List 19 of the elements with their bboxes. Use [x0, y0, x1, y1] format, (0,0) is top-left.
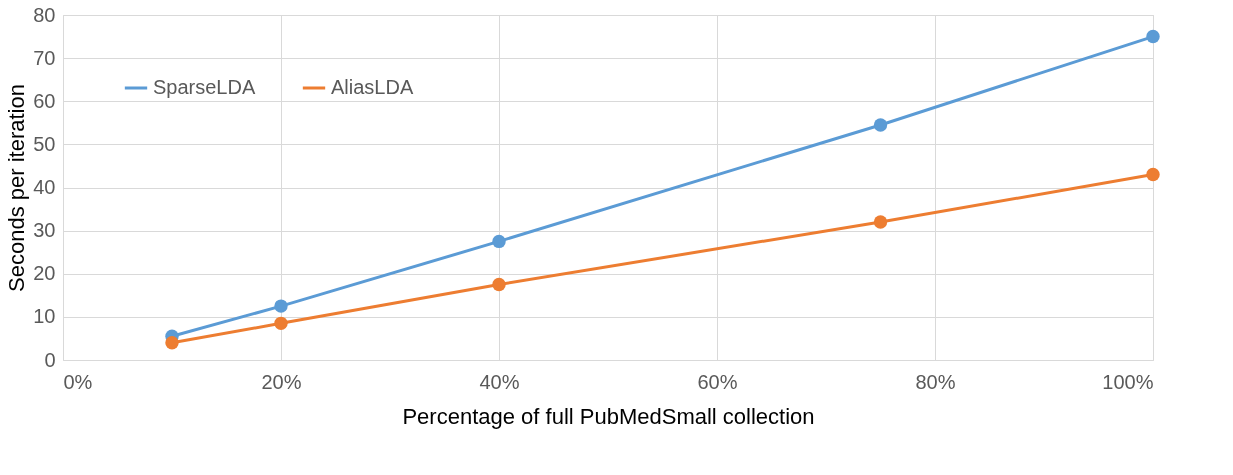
- y-tick-label: 10: [33, 305, 56, 328]
- x-tick-label: 60%: [697, 370, 738, 393]
- x-tick-label: 20%: [261, 370, 302, 393]
- y-tick-label: 40: [33, 176, 56, 198]
- y-tick-label: 0: [44, 348, 56, 371]
- legend-label: SparseLDA: [153, 76, 256, 98]
- x-tick-label: 0%: [63, 370, 93, 393]
- y-tick-label: 70: [33, 46, 56, 69]
- x-tick-label: 80%: [915, 370, 956, 393]
- x-tick-label: 100%: [1102, 370, 1154, 393]
- y-tick-label: 60: [33, 89, 56, 112]
- legend-label: AliasLDA: [331, 76, 414, 98]
- y-tick-label: 80: [33, 3, 56, 26]
- y-tick-label: 30: [33, 219, 56, 242]
- y-tick-label: 50: [33, 132, 56, 155]
- y-tick-label: 20: [33, 262, 56, 285]
- x-tick-label: 40%: [479, 370, 520, 393]
- y-axis-title: Seconds per iteration: [4, 84, 30, 292]
- x-axis-title: Percentage of full PubMedSmall collection: [402, 403, 815, 429]
